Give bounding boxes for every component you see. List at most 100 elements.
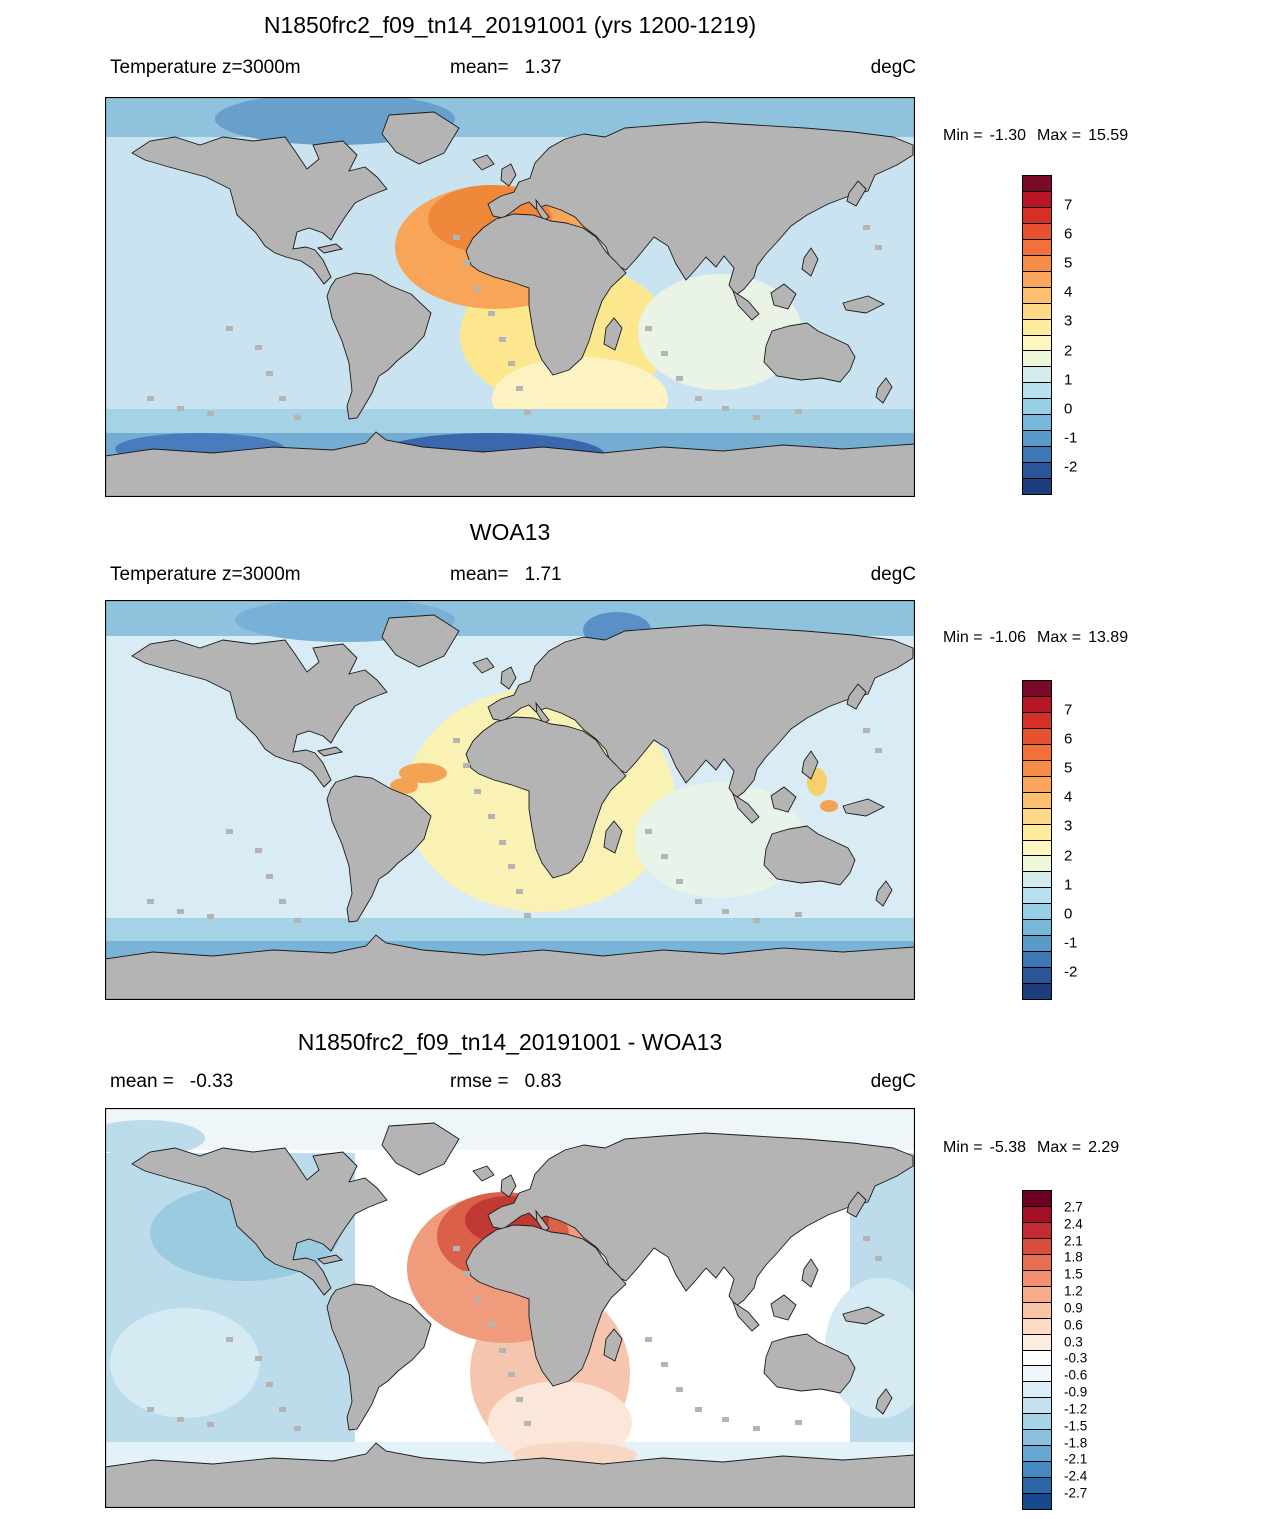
colorbar-tick-label: -2 — [1064, 963, 1078, 981]
colorbar-cell — [1023, 760, 1051, 777]
panel2-minmax: Min = -1.06 Max = 13.89 — [943, 629, 1128, 647]
colorbar-cell — [1023, 1222, 1051, 1239]
colorbar-cell — [1023, 696, 1051, 713]
colorbar-cell — [1023, 351, 1051, 368]
colorbar-cell — [1023, 1238, 1051, 1255]
colorbar-cell — [1023, 1430, 1051, 1447]
colorbar-cell — [1023, 1286, 1051, 1303]
colorbar-cell — [1023, 1302, 1051, 1319]
colorbar-cell — [1023, 681, 1051, 697]
map-frame — [105, 600, 915, 1000]
colorbar-cell — [1023, 431, 1051, 448]
panel3-min-value: -5.38 — [989, 1139, 1027, 1156]
colorbar-tick-label: 0 — [1064, 400, 1073, 418]
colorbar-tick-label: 0.3 — [1064, 1333, 1083, 1349]
panel2-mean-label: mean= 1.71 — [450, 564, 562, 586]
panel1-mean-key: mean= — [450, 57, 509, 78]
colorbar-tick-label: 1 — [1064, 371, 1073, 389]
colorbar-tick-label: 5 — [1064, 759, 1073, 777]
ocean-region-indian — [635, 782, 805, 898]
colorbar-tick-label: 1.5 — [1064, 1266, 1083, 1282]
colorbar-tick-label: 0.6 — [1064, 1317, 1083, 1332]
panel2-min-key: Min = — [943, 629, 983, 646]
colorbar-tick-label: 1.2 — [1064, 1283, 1083, 1299]
panel1-mean-value: 1.37 — [524, 57, 562, 78]
panel1-field-key: Temperature z=3000m — [110, 57, 301, 78]
colorbar-cell — [1023, 463, 1051, 480]
panel3-colorbar-ticks: 2.7 2.4 2.1 1.8 1.5 1.2 0.9 0.6 0.3 -0.3 -0.6 -0.9-… — [1064, 1190, 1114, 1510]
panel2-colorbar-cells — [1022, 680, 1052, 1000]
colorbar-tick-label: -2.1 — [1064, 1451, 1088, 1467]
colorbar-tick-label: 4 — [1064, 283, 1073, 301]
panel2-map-svg — [105, 600, 915, 1000]
colorbar-cell — [1023, 1366, 1051, 1383]
colorbar-cell — [1023, 744, 1051, 761]
colorbar-tick-label: -2.4 — [1064, 1468, 1088, 1484]
panel3-colorbar: 2.7 2.4 2.1 1.8 1.5 1.2 0.9 0.6 0.3 -0.3 -0.6 -0.9-… — [1022, 1190, 1087, 1510]
colorbar-tick-label: -2.7 — [1064, 1485, 1088, 1501]
panel2-max-key: Max = — [1037, 629, 1082, 646]
colorbar-cell — [1023, 1398, 1051, 1415]
ocean-region-caribbean-warm — [399, 763, 447, 783]
ocean-region-south-pacific — [110, 1308, 260, 1418]
colorbar-cell — [1023, 1350, 1051, 1367]
ocean-region-bering — [105, 1120, 205, 1156]
colorbar-tick-label: 3 — [1064, 312, 1073, 330]
colorbar-cell — [1023, 1382, 1051, 1399]
panel1-title: N1850frc2_f09_tn14_20191001 (yrs 1200-12… — [263, 12, 757, 38]
panel3-max-value: 2.29 — [1088, 1139, 1120, 1156]
colorbar-tick-label: -1.5 — [1064, 1417, 1088, 1433]
colorbar-tick-label: 1.8 — [1064, 1249, 1083, 1265]
colorbar-cell — [1023, 1462, 1051, 1479]
map-frame — [105, 1108, 915, 1508]
colorbar-cell — [1023, 1446, 1051, 1463]
colorbar-cell — [1023, 1478, 1051, 1495]
panel3-minmax: Min = -5.38 Max = 2.29 — [943, 1139, 1119, 1157]
colorbar-tick-label: 2 — [1064, 847, 1073, 865]
ocean-region-indian — [638, 274, 802, 390]
colorbar-cell — [1023, 447, 1051, 464]
panel2-colorbar-ticks: 7 6 5 4 3 2 1 0 -1 -2 — [1064, 680, 1114, 1000]
colorbar-tick-label: 5 — [1064, 254, 1073, 272]
colorbar-tick-label: 2.4 — [1064, 1216, 1083, 1232]
panel2-mean-key: mean= — [450, 564, 509, 585]
colorbar-tick-label: 6 — [1064, 730, 1073, 748]
colorbar-tick-label: -0.6 — [1064, 1367, 1088, 1383]
colorbar-tick-label: 6 — [1064, 225, 1073, 243]
colorbar-cell — [1023, 872, 1051, 889]
colorbar-cell — [1023, 335, 1051, 352]
colorbar-cell — [1023, 1318, 1051, 1335]
colorbar-cell — [1023, 936, 1051, 953]
colorbar-cell — [1023, 399, 1051, 416]
panel2-max-value: 13.89 — [1088, 629, 1129, 646]
colorbar-cell — [1023, 255, 1051, 272]
panel2-map — [105, 600, 915, 1000]
colorbar-tick-label: 7 — [1064, 196, 1073, 214]
colorbar-cell — [1023, 415, 1051, 432]
map-frame — [105, 97, 915, 497]
panel3-map — [105, 1108, 915, 1508]
colorbar-tick-label: -1.8 — [1064, 1434, 1088, 1450]
panel3-rmse-value: 0.83 — [524, 1071, 562, 1092]
colorbar-cell — [1023, 319, 1051, 336]
colorbar-cell — [1023, 776, 1051, 793]
panel3-mean-value: -0.33 — [189, 1071, 234, 1092]
panel1-max-value: 15.59 — [1088, 127, 1129, 144]
colorbar-tick-label: 2.1 — [1064, 1232, 1083, 1248]
panel3-mean-key: mean = — [110, 1071, 174, 1092]
colorbar-tick-label: 2.7 — [1064, 1199, 1083, 1215]
colorbar-tick-label: -0.9 — [1064, 1384, 1088, 1400]
colorbar-cell — [1023, 808, 1051, 825]
panel1-colorbar-cells — [1022, 175, 1052, 495]
colorbar-tick-label: 0.9 — [1064, 1300, 1083, 1316]
colorbar-tick-label: -2 — [1064, 458, 1078, 476]
colorbar-cell — [1023, 840, 1051, 857]
colorbar-tick-label: 3 — [1064, 817, 1073, 835]
colorbar-cell — [1023, 271, 1051, 288]
colorbar-cell — [1023, 1414, 1051, 1431]
colorbar-cell — [1023, 1191, 1051, 1207]
colorbar-cell — [1023, 888, 1051, 905]
panel2-colorbar: 7 6 5 4 3 2 1 0 -1 -2 — [1022, 680, 1077, 1000]
colorbar-cell — [1023, 176, 1051, 192]
colorbar-cell — [1023, 191, 1051, 208]
